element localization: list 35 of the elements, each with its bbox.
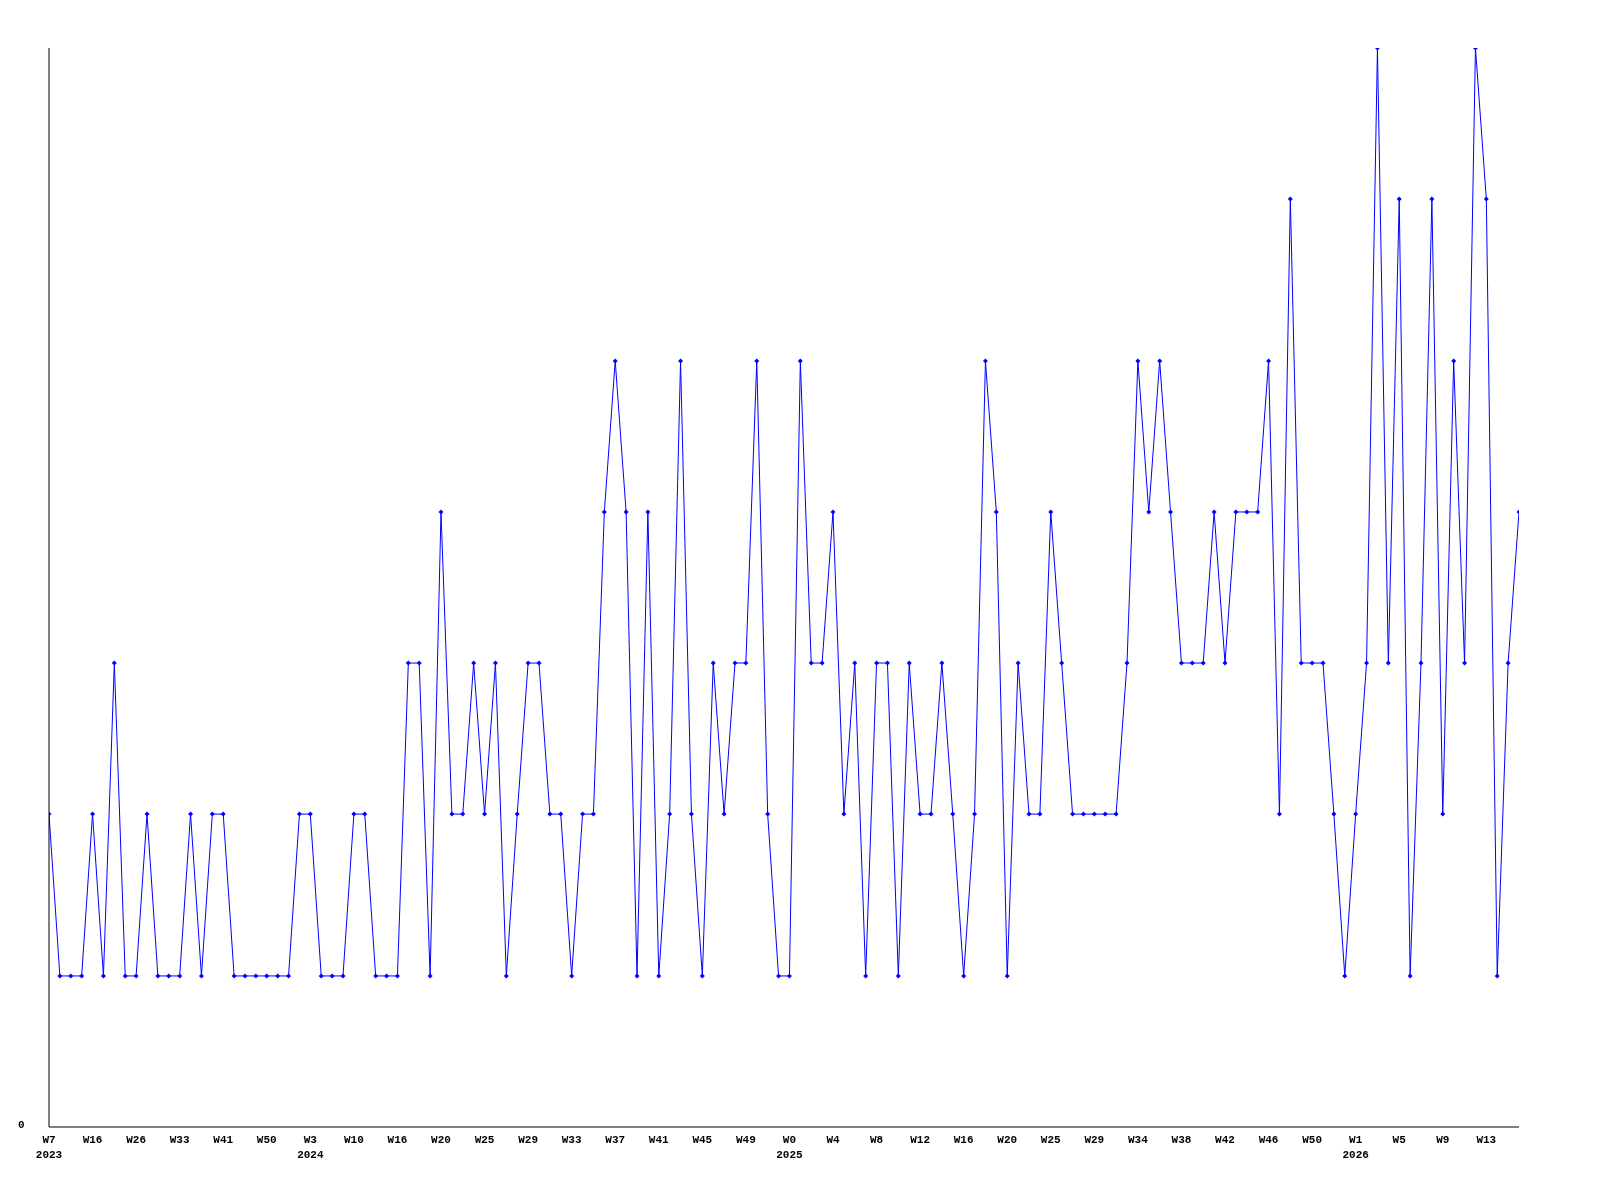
x-tick-label: W16	[82, 1134, 103, 1146]
x-tick-label: W29	[1084, 1134, 1105, 1146]
x-tick-label: W12	[910, 1134, 931, 1146]
x-tick-label: W10	[343, 1134, 364, 1146]
x-tick-label: W9	[1436, 1134, 1450, 1146]
x-tick-label: W8	[869, 1134, 884, 1146]
x-tick-label: W25	[1040, 1134, 1062, 1146]
x-tick-label: W25	[474, 1134, 495, 1146]
x-tick-label: W41	[648, 1134, 670, 1146]
x-tick-label: W29	[518, 1134, 539, 1146]
x-tick-label: W45	[692, 1134, 713, 1146]
x-tick-label: W33	[561, 1134, 582, 1146]
x-tick-label: W20	[997, 1134, 1018, 1146]
x-tick-label: W34	[1127, 1134, 1149, 1146]
x-tick-label: W5	[1392, 1134, 1407, 1146]
text: 0	[18, 1119, 25, 1131]
x-tick-label: W42	[1215, 1134, 1235, 1146]
x-tick-label: W38	[1171, 1134, 1192, 1146]
x-tick-label: W7 2023	[35, 1134, 63, 1161]
x-tick-label: W3 2024	[297, 1134, 324, 1161]
x-tick-label: W50	[1302, 1134, 1323, 1146]
x-tick-label: W4	[826, 1134, 840, 1146]
x-tick-label: W16	[953, 1134, 974, 1146]
x-tick-label: W46	[1258, 1134, 1279, 1146]
x-tick-label: W20	[431, 1134, 451, 1146]
x-tick-label: W13	[1476, 1134, 1497, 1146]
x-tick-label: W50	[256, 1134, 277, 1146]
x-tick-label: W41	[213, 1134, 234, 1146]
x-tick-label: W0 2025	[776, 1134, 804, 1161]
x-tick-label: W1 2026	[1342, 1134, 1369, 1161]
x-tick-label: W49	[735, 1134, 756, 1146]
x-tick-label: W33	[169, 1134, 190, 1146]
x-tick-label: W37	[605, 1134, 626, 1146]
x-tick-label: W16	[387, 1134, 408, 1146]
x-tick-label: W26	[126, 1134, 147, 1146]
